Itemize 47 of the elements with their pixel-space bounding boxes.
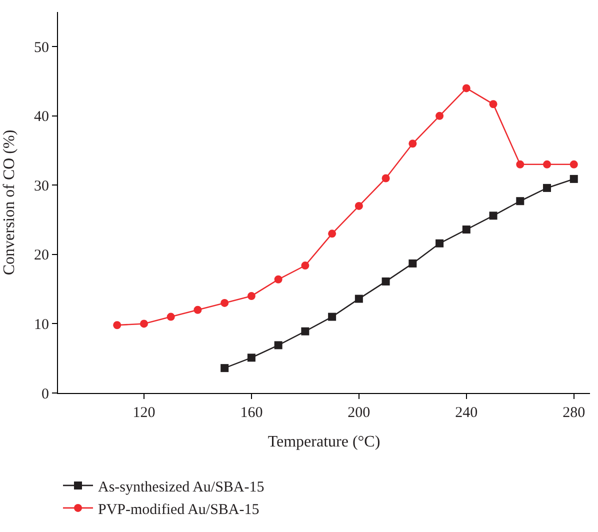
y-tick-label: 50 <box>34 40 49 56</box>
point <box>301 262 310 270</box>
point <box>436 239 444 248</box>
y-tick-label: 0 <box>42 386 49 402</box>
x-tick-label: 120 <box>132 405 156 421</box>
point <box>570 174 578 183</box>
point <box>436 112 444 120</box>
point <box>354 202 363 210</box>
point <box>328 312 336 321</box>
point <box>301 327 310 336</box>
y-axis-title: Conversion of CO (%) <box>0 130 18 276</box>
point <box>382 277 390 286</box>
point <box>328 230 336 238</box>
y-tick-label: 40 <box>34 109 49 126</box>
point <box>220 298 229 307</box>
x-tick-label: 160 <box>240 405 263 421</box>
point <box>166 312 175 321</box>
point <box>462 84 470 92</box>
y-tick-label: 10 <box>34 316 49 333</box>
point <box>489 212 498 220</box>
point <box>408 259 417 268</box>
y-tick-label: 30 <box>34 178 49 194</box>
point <box>382 174 390 182</box>
legend-label: PVP-modified Au/SBA-15 <box>98 502 260 518</box>
point <box>354 294 363 303</box>
point <box>462 226 470 234</box>
point <box>274 341 282 350</box>
point <box>220 364 229 372</box>
point <box>247 354 256 362</box>
point <box>489 100 498 108</box>
x-tick-label: 200 <box>348 405 370 421</box>
point <box>113 321 122 330</box>
y-tick-label: 20 <box>34 248 49 264</box>
point <box>516 197 524 206</box>
point <box>408 140 417 148</box>
point <box>274 275 282 284</box>
x-tick-label: 240 <box>455 405 478 421</box>
point <box>570 160 578 168</box>
point <box>194 306 202 314</box>
point <box>516 160 524 168</box>
point <box>247 292 256 300</box>
point <box>140 320 148 328</box>
point <box>543 160 552 168</box>
point <box>543 184 552 192</box>
legend-label: As-synthesized Au/SBA-15 <box>98 479 264 496</box>
x-tick-label: 280 <box>562 405 586 421</box>
x-axis-title: Temperature (°C) <box>268 434 380 451</box>
